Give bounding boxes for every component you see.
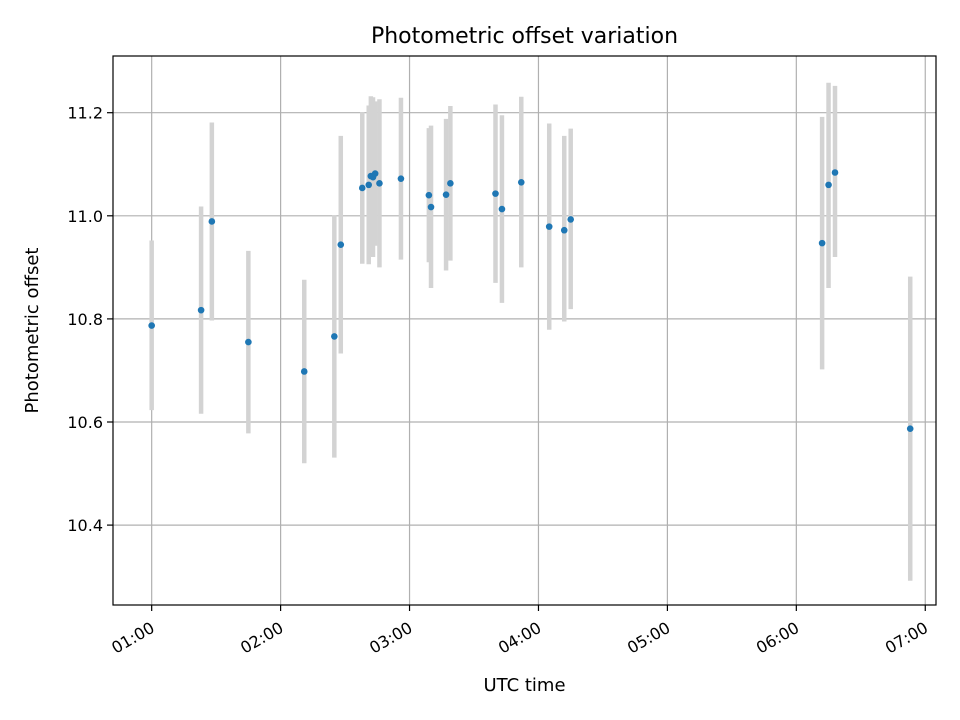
data-point <box>545 223 553 230</box>
data-point <box>831 169 839 176</box>
data-point <box>442 191 450 198</box>
data-point <box>447 180 454 187</box>
data-point <box>148 322 155 329</box>
data-point <box>331 333 338 340</box>
data-point <box>376 180 383 187</box>
data-point <box>397 175 405 182</box>
data-point <box>197 306 205 314</box>
data-point <box>567 216 574 223</box>
data-point <box>560 226 568 234</box>
data-point <box>498 205 506 213</box>
chart-title: Photometric offset variation <box>371 24 678 49</box>
data-points <box>148 169 914 433</box>
data-point <box>337 241 345 248</box>
y-tick-label: 10.6 <box>67 413 103 432</box>
data-point <box>208 218 216 225</box>
data-point <box>906 425 914 433</box>
data-point <box>492 190 499 197</box>
data-point <box>371 170 379 177</box>
y-tick-label: 11.0 <box>67 207 103 226</box>
data-point <box>427 203 435 211</box>
data-point <box>825 181 832 189</box>
data-point <box>425 191 433 199</box>
y-axis-label: Photometric offset <box>22 248 43 414</box>
y-axis: 10.4 10.6 10.8 11.0 11.2 <box>67 104 113 535</box>
y-tick-label: 10.4 <box>67 516 103 535</box>
data-point <box>365 181 373 189</box>
plot-frame <box>112 55 937 606</box>
y-tick-label: 11.2 <box>67 104 103 123</box>
data-point <box>300 368 308 375</box>
data-point <box>358 184 366 192</box>
y-tick-label: 10.8 <box>67 310 103 329</box>
data-point <box>818 239 826 247</box>
grid <box>113 56 936 605</box>
data-point <box>245 338 252 346</box>
x-axis-label: UTC time <box>483 675 565 696</box>
data-point <box>517 178 525 186</box>
